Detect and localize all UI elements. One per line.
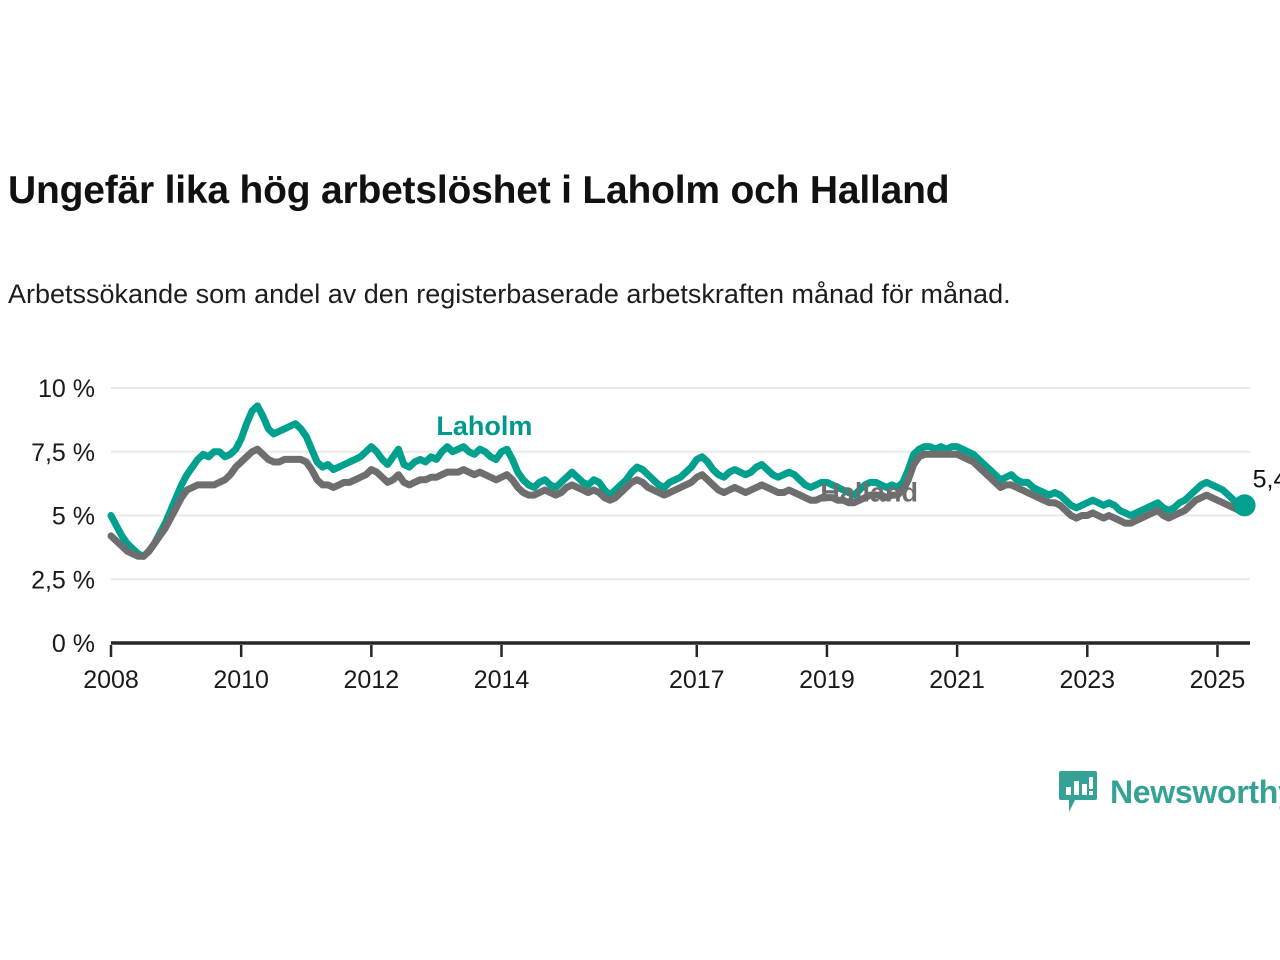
x-tick-label: 2017 bbox=[669, 666, 725, 694]
end-value-label: 5,4 % bbox=[1253, 465, 1280, 493]
x-tick-label: 2025 bbox=[1190, 666, 1246, 694]
newsworthy-logo[interactable]: Newsworthy bbox=[1058, 770, 1280, 814]
x-tick-label: 2019 bbox=[799, 666, 855, 694]
x-tick-label: 2008 bbox=[83, 666, 139, 694]
x-tick-label: 2012 bbox=[344, 666, 400, 694]
gridlines bbox=[111, 387, 1250, 645]
end-value-text: 5,4 % bbox=[1253, 465, 1280, 493]
series-label-halland: Halland bbox=[820, 477, 918, 507]
x-tick-label: 2010 bbox=[213, 666, 269, 694]
series-line-laholm bbox=[107, 402, 1249, 560]
x-axis-tick-labels: 2008 2010 2012 2014 2017 2019 2021 2023 2025 bbox=[83, 666, 1245, 694]
x-tick-label: 2021 bbox=[929, 666, 985, 694]
series-lines bbox=[107, 402, 1249, 560]
logo-text: Newsworthy bbox=[1110, 773, 1280, 810]
page-title: Ungefär lika hög arbetslöshet i Laholm o… bbox=[8, 169, 950, 213]
series-line-halland bbox=[107, 445, 1249, 560]
x-tick-label: 2014 bbox=[474, 666, 530, 694]
series-annotations: Laholm Halland bbox=[436, 411, 918, 507]
y-tick-label: 7,5 % bbox=[31, 439, 95, 467]
series-label-laholm: Laholm bbox=[436, 411, 532, 441]
bar-chart-speech-bubble-icon bbox=[1058, 770, 1098, 814]
y-tick-label: 10 % bbox=[38, 375, 95, 403]
x-axis-ticks bbox=[109, 645, 1219, 657]
y-tick-label: 0 % bbox=[52, 630, 95, 658]
y-tick-label: 5 % bbox=[52, 503, 95, 531]
page-subtitle: Arbetssökande som andel av den registerb… bbox=[8, 279, 1011, 309]
x-tick-label: 2023 bbox=[1059, 666, 1115, 694]
end-point-marker bbox=[1233, 494, 1256, 517]
y-axis-tick-labels: 0 % 2,5 % 5 % 7,5 % 10 % bbox=[31, 375, 95, 658]
y-tick-label: 2,5 % bbox=[31, 566, 95, 594]
end-point-dot bbox=[1233, 494, 1256, 517]
